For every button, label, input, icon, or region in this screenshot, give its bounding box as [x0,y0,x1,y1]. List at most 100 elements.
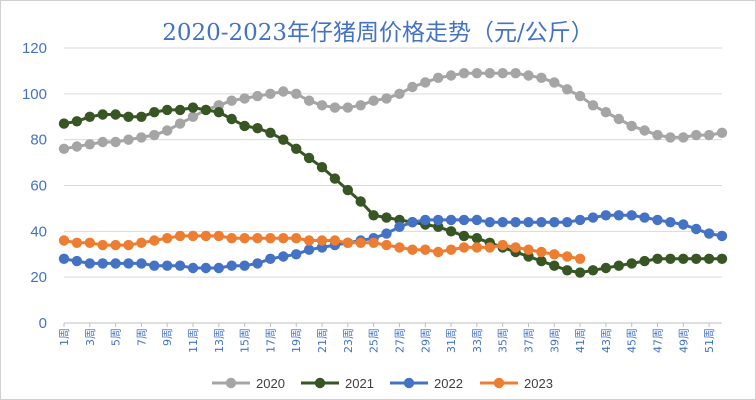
data-point [562,84,573,95]
data-point [291,233,302,244]
x-tick-label: 11周 [187,328,200,353]
x-tick-label: 23周 [342,328,355,353]
y-tick-label: 100 [22,86,47,103]
data-point [381,239,392,251]
data-point [497,239,508,251]
data-point [613,260,624,271]
x-tick-label: 21周 [316,328,329,353]
data-point [536,246,547,258]
data-point [291,249,302,260]
data-point [510,242,521,253]
data-point [162,233,173,244]
data-point [626,258,637,269]
data-point [536,255,547,267]
data-point [265,253,276,264]
x-tick-label: 13周 [213,328,226,353]
data-point [562,251,573,262]
data-point [123,258,134,269]
data-point [97,239,108,251]
data-point [381,93,392,104]
data-point [316,100,328,111]
data-point [162,125,173,136]
data-point [226,233,237,244]
x-tick-label: 9周 [161,328,174,346]
chart-title: 2020-2023年仔猪周价格走势（元/公斤） [162,20,594,46]
series-line [63,71,723,151]
data-point [174,230,186,242]
data-point [600,210,612,221]
y-tick-label: 40 [30,223,47,240]
data-point [58,253,70,264]
data-point [523,70,534,81]
data-point [587,212,599,223]
x-tick-label: 33周 [471,328,484,353]
data-point [123,239,134,251]
data-point [84,258,96,269]
data-point [536,72,547,84]
data-point [110,258,121,269]
data-point [252,90,263,102]
data-point [355,196,366,207]
data-point [716,127,728,138]
data-point [303,95,315,106]
data-point [368,95,379,106]
data-point [303,235,315,246]
data-point [342,184,353,196]
data-point [510,68,521,79]
series-line [63,106,722,275]
data-point [136,237,147,248]
data-point [355,237,366,248]
data-point [149,129,160,141]
x-tick-label: 1周 [58,328,71,346]
series-2022 [58,210,728,274]
data-point [549,77,560,88]
data-point [574,90,586,102]
data-point [278,134,289,145]
data-point [703,228,715,239]
data-point [703,129,715,141]
x-tick-label: 5周 [110,328,123,346]
series-line [63,213,723,270]
data-point [574,267,586,278]
data-point [265,233,276,244]
data-point [394,221,405,232]
data-point [574,214,586,226]
data-point [665,132,676,143]
y-tick-label: 0 [39,315,47,332]
data-point [703,253,715,264]
data-point [587,100,599,111]
legend-swatch-marker [225,377,237,389]
data-point [239,93,250,104]
data-point [394,242,405,253]
data-point [562,217,573,228]
data-point [200,262,212,274]
data-point [458,230,470,242]
data-point [97,136,108,148]
data-point [433,214,444,226]
data-point [123,111,134,123]
data-point [549,249,560,260]
data-point [639,125,650,136]
legend-swatch-marker [493,377,505,389]
data-point [97,258,108,269]
data-point [187,230,199,242]
data-point [213,230,224,242]
data-point [484,217,495,228]
data-point [226,95,237,106]
legend-label: 2021 [345,376,374,391]
data-point [162,104,173,116]
y-tick-label: 80 [30,132,47,149]
legend: 2020 2021 2022 2023 [212,376,553,391]
data-point [200,230,212,242]
data-point [239,260,250,271]
x-tick-label: 37周 [522,328,535,353]
legend-label: 2023 [524,376,553,391]
data-point [381,212,392,223]
legend-item: 2022 [390,376,463,391]
data-point [691,129,702,141]
data-point [678,219,689,230]
data-point [626,120,637,132]
x-axis-tick-labels: 1周 3周 5周 7周 9周 11周 13周 15周 17周 19周 21周 23周 25周 27周 29周… [58,323,716,353]
series-2020 [58,68,728,154]
data-point [600,262,612,274]
